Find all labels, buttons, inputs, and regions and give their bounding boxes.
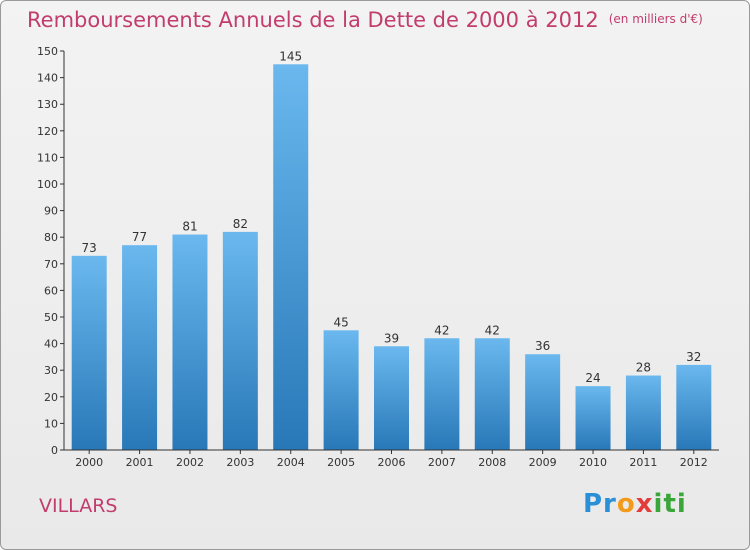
x-tick-label-2006: 2006	[378, 456, 406, 469]
data-label-2006: 39	[384, 331, 399, 345]
chart-unit: (en milliers d'€)	[608, 12, 703, 26]
data-label-2009: 36	[535, 339, 550, 353]
x-tick-label-2008: 2008	[478, 456, 506, 469]
data-label-2000: 73	[82, 241, 97, 255]
y-tick-label-140: 140	[37, 72, 58, 85]
bar-2008	[474, 338, 510, 450]
proxiti-logo[interactable]: Proxiti	[583, 489, 687, 519]
bar-2010	[575, 386, 611, 450]
y-tick-label-110: 110	[37, 151, 58, 164]
town-name: VILLARS	[39, 495, 118, 517]
data-label-2012: 32	[686, 350, 701, 364]
data-label-2010: 24	[585, 371, 600, 385]
axes-layer: 2000 2001 2002 2003 2004 2005 2006 2007 2008 2009…	[37, 45, 719, 469]
logo-letter: Pr	[583, 489, 617, 519]
y-tick-label-100: 100	[37, 178, 58, 191]
x-tick-label-2001: 2001	[126, 456, 154, 469]
x-tick-label-2009: 2009	[529, 456, 557, 469]
bar-2000	[71, 255, 107, 450]
y-tick-label-0: 0	[51, 444, 58, 457]
bars-layer: 73 77 81 82 145 45 39 42 42 36 24 28 32	[71, 49, 712, 451]
x-tick-label-2004: 2004	[277, 456, 305, 469]
y-tick-label-20: 20	[44, 391, 58, 404]
logo-letter: o	[616, 489, 636, 519]
bar-2009	[525, 354, 561, 450]
y-tick-label-50: 50	[44, 311, 58, 324]
chart-title-text: Remboursements Annuels de la Dette de 20…	[27, 8, 599, 32]
bar-2005	[323, 330, 359, 450]
x-tick-label-2011: 2011	[629, 456, 657, 469]
x-tick-label-2000: 2000	[75, 456, 103, 469]
chart-title: Remboursements Annuels de la Dette de 20…	[27, 8, 703, 32]
bar-2002	[172, 234, 208, 450]
y-tick-label-10: 10	[44, 417, 58, 430]
x-tick-label-2003: 2003	[226, 456, 254, 469]
data-label-2001: 77	[132, 230, 147, 244]
data-label-2011: 28	[636, 361, 651, 375]
bar-2006	[374, 346, 409, 450]
logo-letter: x	[635, 489, 654, 519]
data-label-2004: 145	[279, 49, 302, 63]
y-tick-label-70: 70	[44, 258, 58, 271]
bar-2007	[424, 338, 460, 450]
bar-2001	[122, 245, 158, 450]
data-label-2003: 82	[233, 217, 248, 231]
y-tick-label-40: 40	[44, 338, 58, 351]
y-tick-label-80: 80	[44, 231, 58, 244]
bar-2011	[625, 375, 661, 450]
y-tick-label-90: 90	[44, 205, 58, 218]
data-label-2007: 42	[434, 323, 449, 337]
x-tick-label-2002: 2002	[176, 456, 204, 469]
y-tick-label-60: 60	[44, 284, 58, 297]
y-tick-label-30: 30	[44, 364, 58, 377]
bar-2004	[273, 64, 309, 451]
x-tick-label-2005: 2005	[327, 456, 355, 469]
bar-2003	[222, 231, 258, 450]
logo-letter: iti	[653, 489, 687, 519]
data-label-2008: 42	[485, 323, 500, 337]
data-label-2002: 81	[182, 220, 197, 234]
x-tick-label-2012: 2012	[680, 456, 708, 469]
y-tick-label-150: 150	[37, 45, 58, 58]
y-tick-label-130: 130	[37, 98, 58, 111]
bar-2012	[676, 364, 712, 450]
y-tick-label-120: 120	[37, 125, 58, 138]
data-label-2005: 45	[333, 315, 348, 329]
x-tick-label-2010: 2010	[579, 456, 607, 469]
x-tick-label-2007: 2007	[428, 456, 456, 469]
